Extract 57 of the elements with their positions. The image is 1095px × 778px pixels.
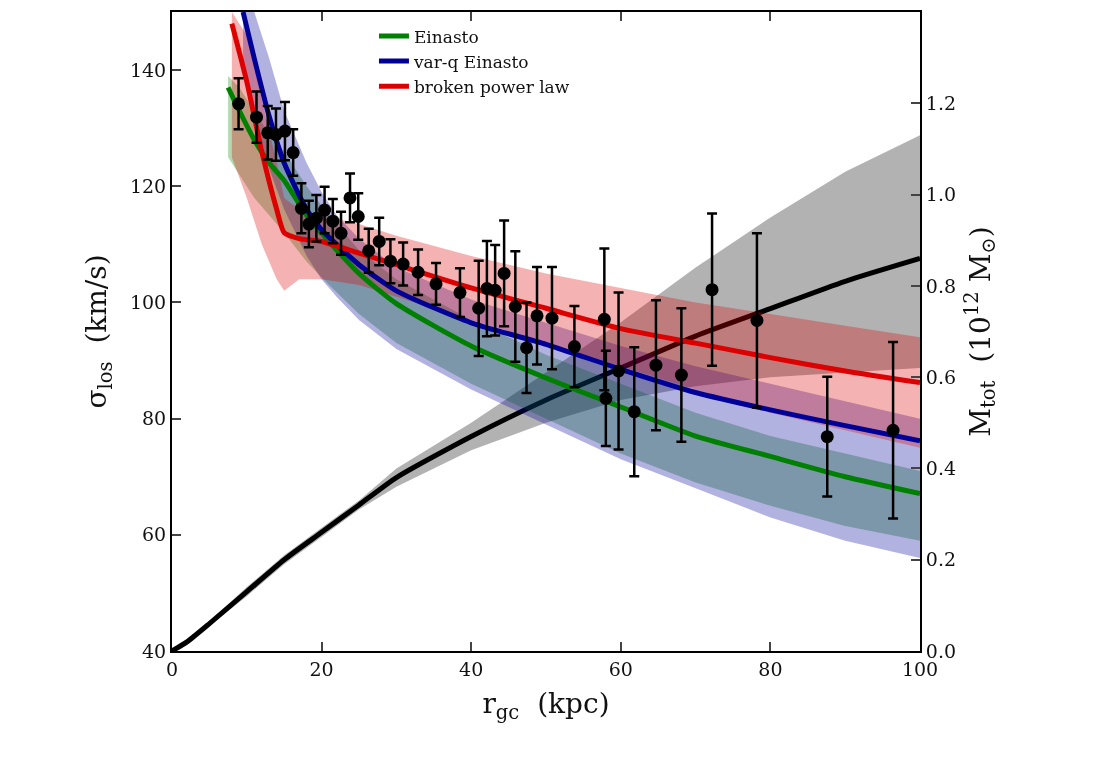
point xyxy=(627,405,641,419)
point xyxy=(886,423,900,437)
point xyxy=(309,211,323,225)
point xyxy=(362,244,376,258)
legend-label: broken power law xyxy=(413,76,570,97)
y-tick-label: 120 xyxy=(129,174,167,197)
point xyxy=(326,214,340,228)
x-tick-label: 40 xyxy=(459,657,484,680)
point xyxy=(520,341,534,355)
point xyxy=(612,364,626,378)
legend-label: Einasto xyxy=(413,26,479,47)
point xyxy=(567,340,581,354)
point xyxy=(250,110,264,124)
point xyxy=(750,313,764,327)
point xyxy=(597,312,611,326)
point xyxy=(334,226,348,240)
y2-tick-label: 0.8 xyxy=(925,274,957,297)
y-tick-label: 140 xyxy=(129,58,167,81)
y-tick-label: 100 xyxy=(129,291,167,314)
x-axis-title: r$_{gc}$ (kpc) xyxy=(482,687,610,725)
x-tick-label: 80 xyxy=(758,657,783,680)
y-tick-label: 60 xyxy=(142,523,167,546)
point xyxy=(705,283,719,297)
point xyxy=(530,309,544,323)
point xyxy=(411,265,425,279)
point xyxy=(488,283,502,297)
point xyxy=(508,300,522,314)
point xyxy=(545,311,559,325)
point xyxy=(497,266,511,280)
point xyxy=(343,191,357,205)
point xyxy=(278,124,292,138)
point xyxy=(429,277,443,291)
point xyxy=(383,254,397,268)
point xyxy=(351,209,365,223)
point xyxy=(232,97,246,111)
point xyxy=(453,286,467,300)
point xyxy=(372,234,386,248)
y2-tick-label: 1.2 xyxy=(925,91,957,114)
point xyxy=(318,203,332,217)
point xyxy=(286,146,300,160)
legend-label: var-q Einasto xyxy=(412,51,529,72)
point xyxy=(599,391,613,405)
point xyxy=(649,358,663,372)
y2-tick-label: 0.2 xyxy=(925,548,957,571)
y2-tick-label: 0.6 xyxy=(925,365,957,388)
y-tick-label: 80 xyxy=(142,407,167,430)
x-tick-label: 60 xyxy=(608,657,633,680)
x-tick-label: 0 xyxy=(165,657,179,680)
point xyxy=(396,257,410,271)
y-tick-label: 40 xyxy=(142,639,167,662)
point xyxy=(472,301,486,315)
point xyxy=(294,201,308,215)
y2-tick-label: 0.4 xyxy=(925,457,957,480)
point xyxy=(674,368,688,382)
y2-tick-label: 1.0 xyxy=(925,183,957,206)
x-tick-label: 20 xyxy=(309,657,334,680)
point xyxy=(820,430,834,444)
